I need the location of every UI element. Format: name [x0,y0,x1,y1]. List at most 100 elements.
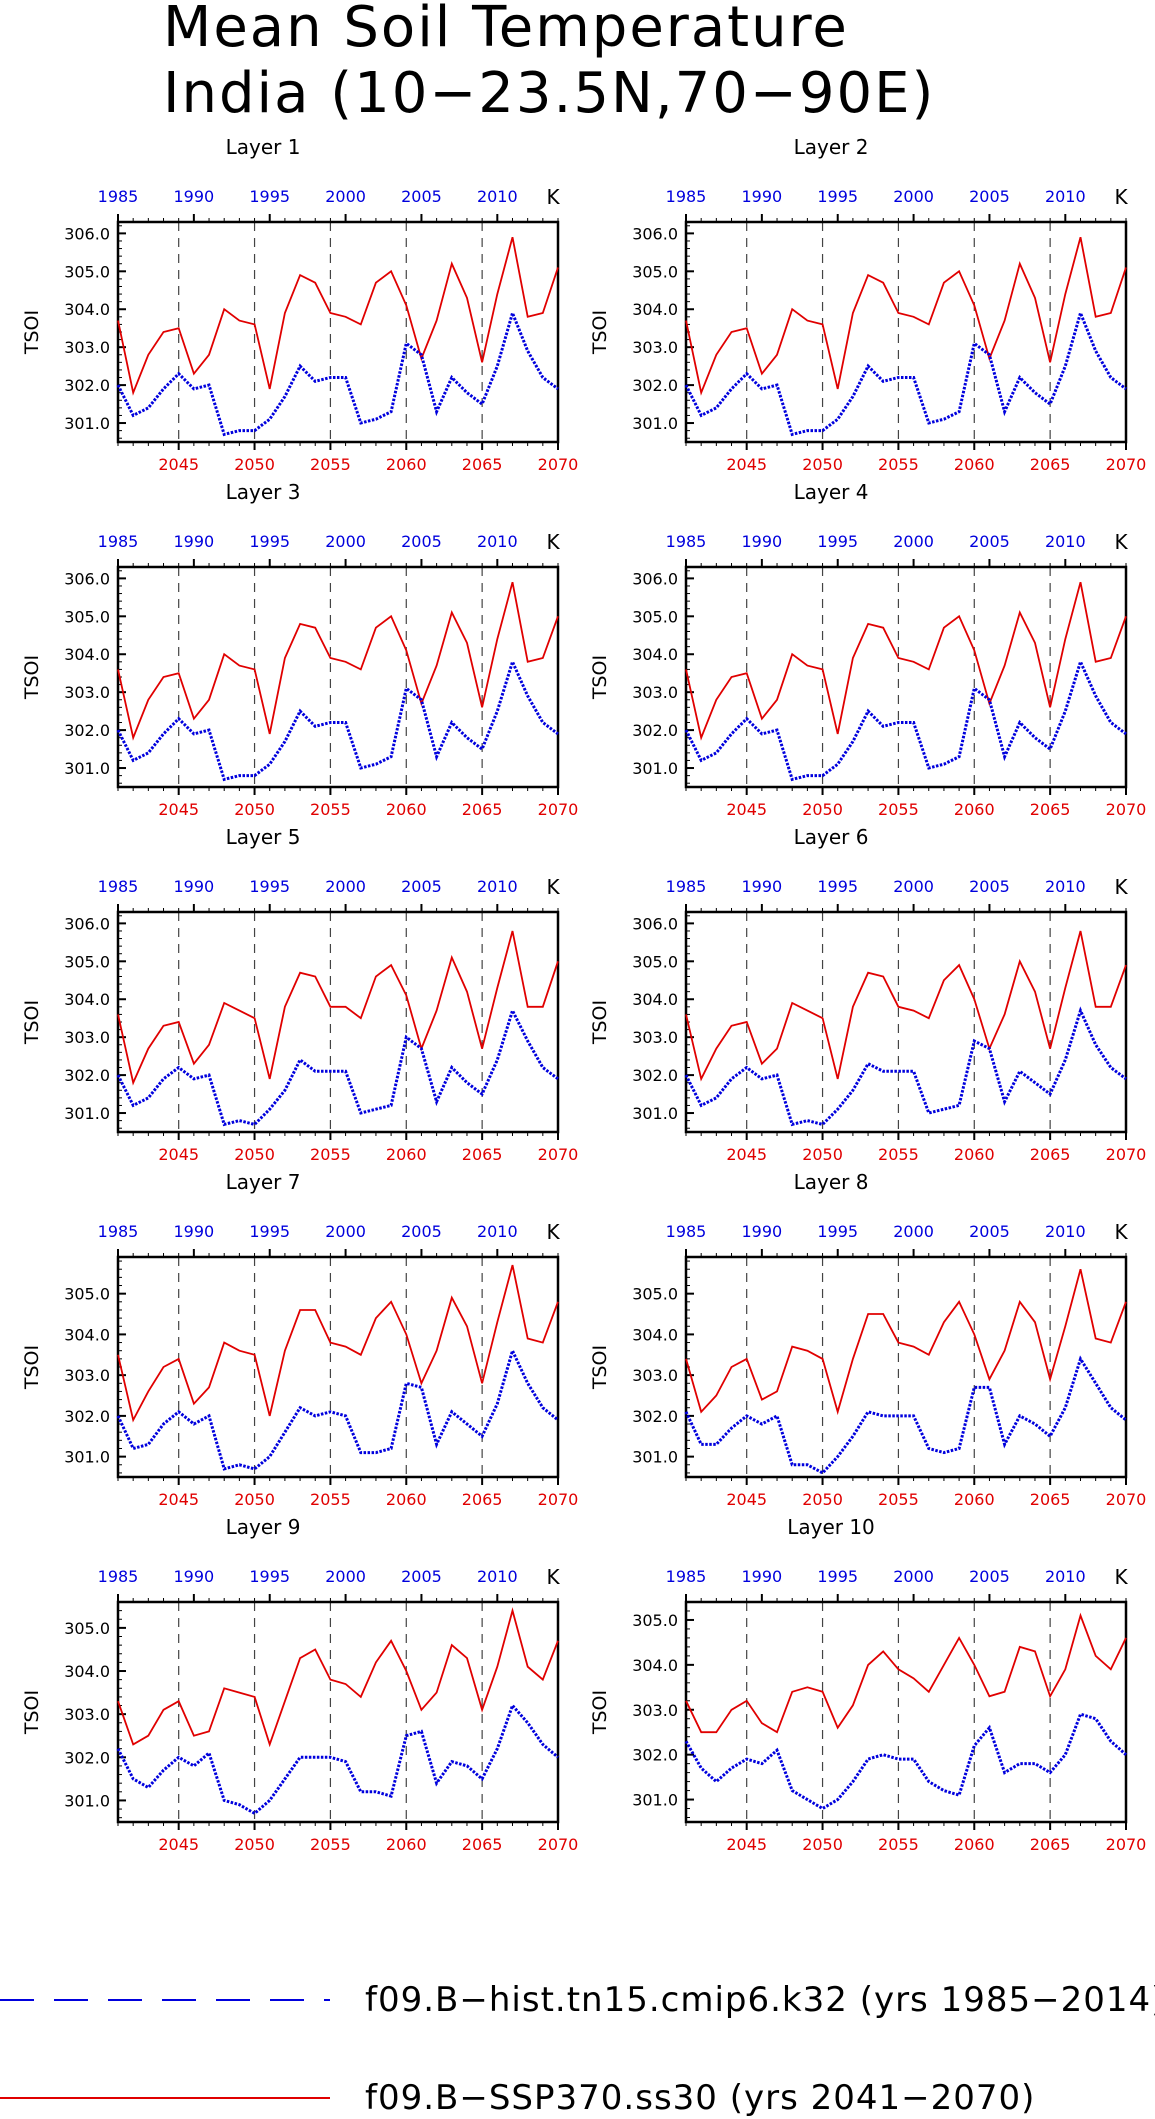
y-axis-label: TSOI [589,310,611,355]
y-tick-label: 305.0 [64,607,110,626]
x-bottom-tick-label: 2070 [538,1145,579,1164]
unit-label: K [1114,1220,1128,1244]
series-line-ssp370 [117,930,559,1086]
x-top-tick-label: 1985 [666,187,707,206]
x-top-tick-label: 1985 [98,187,139,206]
y-tick-label: 303.0 [64,1028,110,1047]
x-top-tick-label: 2010 [477,187,518,206]
x-top-tick-label: 2000 [893,532,934,551]
y-tick-label: 306.0 [64,224,110,243]
panel-title: Layer 4 [794,480,869,504]
x-top-tick-label: 2010 [477,1567,518,1586]
y-tick-label: 304.0 [64,1325,110,1344]
series-line-ssp370 [117,1607,559,1748]
x-top-tick-label: 1990 [742,532,783,551]
x-top-tick-label: 2005 [969,877,1010,896]
series-line-ssp370 [117,1264,559,1423]
plot-frame [116,1600,560,1824]
y-tick-label: 304.0 [632,1656,678,1675]
x-bottom-tick-label: 2055 [878,1145,919,1164]
x-bottom-tick-label: 2050 [802,1145,843,1164]
x-top-tick-label: 2010 [477,877,518,896]
x-top-tick-label: 1985 [666,532,707,551]
y-tick-label: 306.0 [632,914,678,933]
y-axis-label: TSOI [589,1345,611,1390]
series-line-hist [684,1712,1127,1811]
x-top-tick-label: 2000 [893,1222,934,1241]
series-line-ssp370 [685,930,1127,1082]
x-bottom-tick-label: 2060 [386,800,427,819]
y-tick-label: 301.0 [64,759,110,778]
x-bottom-tick-label: 2065 [462,1490,503,1509]
x-bottom-tick-label: 2055 [310,1835,351,1854]
x-top-tick-label: 1995 [817,532,858,551]
x-bottom-tick-label: 2055 [310,800,351,819]
x-top-tick-label: 2005 [969,1222,1010,1241]
x-bottom-tick-label: 2065 [1030,1490,1071,1509]
series-line-hist [116,308,559,437]
x-bottom-tick-label: 2065 [462,800,503,819]
y-tick-label: 303.0 [64,1705,110,1724]
y-tick-label: 302.0 [632,376,678,395]
y-tick-label: 301.0 [632,414,678,433]
y-tick-label: 304.0 [64,990,110,1009]
panel-title: Layer 6 [794,825,869,849]
panel-title: Layer 8 [794,1170,869,1194]
x-bottom-tick-label: 2045 [158,1835,199,1854]
panel-title: Layer 3 [226,480,301,504]
unit-label: K [546,875,560,899]
plot-frame [116,565,560,789]
plot-frame [116,220,560,444]
x-top-tick-label: 2005 [401,877,442,896]
panel-layer-3: Layer 3 K TSOI 306.0 305.0 304.0 303.0 302.0 301… [21,480,578,819]
x-bottom-tick-label: 2055 [310,1145,351,1164]
x-top-tick-label: 1990 [742,1222,783,1241]
y-tick-label: 304.0 [632,645,678,664]
x-top-tick-label: 2005 [969,532,1010,551]
y-axis-label: TSOI [21,1345,43,1390]
x-top-tick-label: 1995 [249,1222,290,1241]
unit-label: K [546,185,560,209]
x-bottom-tick-label: 2070 [1106,1145,1147,1164]
x-top-tick-label: 2000 [893,187,934,206]
x-bottom-tick-label: 2065 [462,1835,503,1854]
x-bottom-tick-label: 2065 [1030,1835,1071,1854]
x-bottom-tick-label: 2045 [726,1145,767,1164]
x-bottom-tick-label: 2045 [726,800,767,819]
plot-frame [116,910,560,1134]
y-tick-label: 302.0 [632,721,678,740]
unit-label: K [1114,530,1128,554]
x-top-tick-label: 1995 [249,187,290,206]
y-tick-label: 303.0 [64,338,110,357]
x-top-tick-label: 1990 [174,532,215,551]
x-top-tick-label: 2000 [325,532,366,551]
figure-title-line-2: India (10−23.5N,70−90E) [163,61,935,126]
x-top-tick-label: 1990 [742,877,783,896]
plot-frame [116,1255,560,1479]
x-bottom-tick-label: 2065 [462,1145,503,1164]
panel-layer-1: Layer 1 K TSOI 306.0 305.0 304.0 303.0 302.0 301… [21,135,578,474]
x-bottom-tick-label: 2060 [386,455,427,474]
x-top-tick-label: 2010 [477,1222,518,1241]
x-top-tick-label: 1995 [249,877,290,896]
plot-frame [684,220,1128,444]
unit-label: K [546,1220,560,1244]
x-bottom-tick-label: 2050 [234,455,275,474]
y-tick-label: 302.0 [64,376,110,395]
series-line-hist [116,657,559,782]
series-line-hist [116,1702,559,1816]
y-axis-label: TSOI [21,1690,43,1735]
series-line-ssp370 [685,1268,1127,1416]
x-bottom-tick-label: 2050 [802,1835,843,1854]
x-top-tick-label: 1985 [98,1567,139,1586]
y-tick-label: 304.0 [64,1662,110,1681]
x-bottom-tick-label: 2060 [386,1490,427,1509]
y-tick-label: 302.0 [64,1407,110,1426]
x-bottom-tick-label: 2050 [234,800,275,819]
y-tick-label: 303.0 [632,338,678,357]
x-top-tick-label: 2000 [325,877,366,896]
x-bottom-tick-label: 2065 [462,455,503,474]
y-tick-label: 305.0 [632,952,678,971]
y-axis-label: TSOI [21,310,43,355]
x-top-tick-label: 1985 [98,877,139,896]
